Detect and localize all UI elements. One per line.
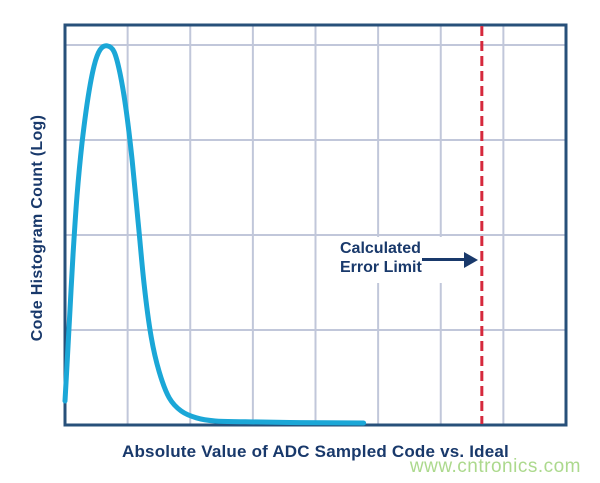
watermark-text: www.cntronics.com	[409, 456, 581, 477]
arrow-shaft	[422, 258, 466, 261]
histogram-curve	[62, 43, 367, 426]
error-limit-label-line2: Error Limit	[340, 259, 422, 276]
error-limit-label-line1: Calculated	[340, 240, 421, 257]
arrow-right-icon	[334, 237, 478, 283]
error-limit-annotation: Calculated Error Limit	[334, 237, 478, 283]
arrow-head	[464, 251, 478, 268]
y-axis-label: Code Histogram Count (Log)	[29, 114, 46, 342]
x-axis-label: Absolute Value of ADC Sampled Code vs. I…	[122, 442, 509, 461]
error-limit-label: Calculated Error Limit	[340, 239, 422, 277]
